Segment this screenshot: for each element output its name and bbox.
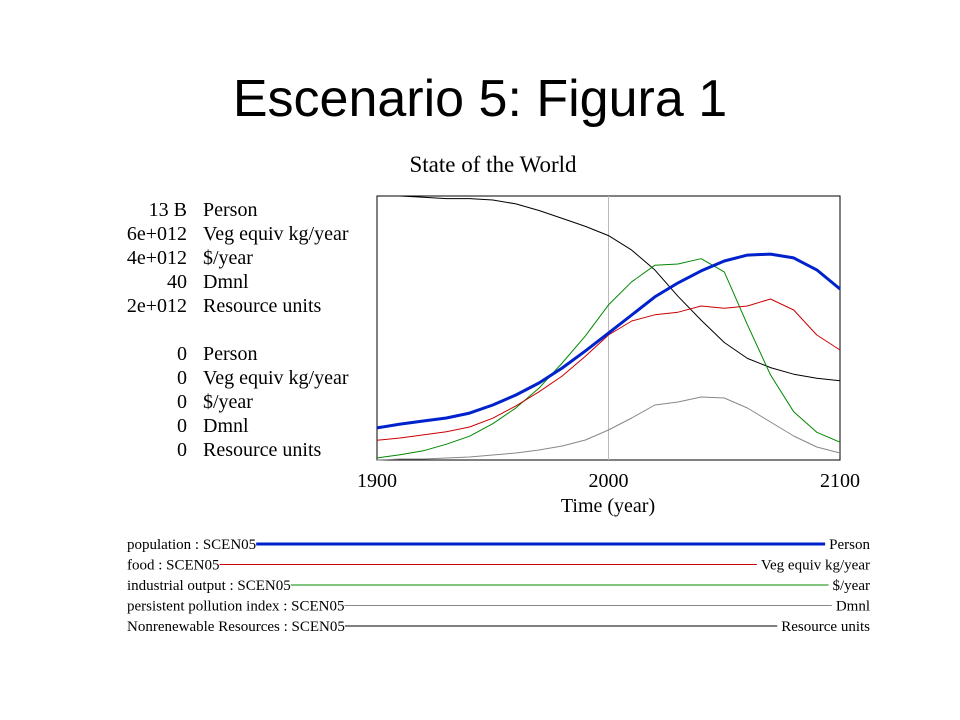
x-axis-label: Time (year) — [561, 495, 655, 517]
y-unit-label: $/year — [203, 391, 253, 413]
legend-name: persistent pollution index : SCEN05 — [127, 599, 345, 615]
series-line — [377, 195, 841, 382]
y-unit-label: Resource units — [203, 295, 322, 317]
y-unit-label: Veg equiv kg/year — [203, 223, 349, 245]
series-line — [376, 252, 841, 430]
y-unit-label: Resource units — [203, 439, 322, 461]
series-line — [376, 396, 841, 461]
y-tick-label: 0 — [177, 367, 187, 389]
y-tick-label: 0 — [177, 415, 187, 437]
y-unit-label: Person — [203, 343, 257, 365]
legend-unit: $/year — [833, 578, 870, 594]
legend-unit: Dmnl — [836, 599, 870, 615]
y-unit-label: Person — [203, 199, 257, 221]
legend-name: Nonrenewable Resources : SCEN05 — [127, 619, 345, 635]
y-unit-label: Veg equiv kg/year — [203, 367, 349, 389]
y-tick-label: 0 — [177, 343, 187, 365]
chart-title: State of the World — [410, 152, 577, 177]
legend-unit: Veg equiv kg/year — [761, 558, 870, 574]
y-tick-label: 4e+012 — [127, 247, 187, 269]
y-tick-label: 2e+012 — [127, 295, 187, 317]
x-tick-label: 1900 — [357, 470, 397, 492]
y-unit-label: $/year — [203, 247, 253, 269]
y-tick-label: 13 B — [149, 199, 187, 221]
legend-unit: Person — [829, 537, 870, 553]
legend-name: industrial output : SCEN05 — [127, 578, 291, 594]
y-tick-label: 40 — [167, 271, 187, 293]
x-tick-label: 2100 — [820, 470, 860, 492]
y-tick-label: 0 — [177, 391, 187, 413]
y-tick-label: 0 — [177, 439, 187, 461]
x-tick-label: 2000 — [589, 470, 629, 492]
y-unit-label: Dmnl — [203, 415, 249, 437]
series-line — [376, 258, 841, 459]
legend-name: food : SCEN05 — [127, 558, 220, 574]
slide-title: Escenario 5: Figura 1 — [233, 70, 727, 128]
y-unit-label: Dmnl — [203, 271, 249, 293]
legend-unit: Resource units — [781, 619, 870, 635]
y-tick-label: 6e+012 — [127, 223, 187, 245]
legend-name: population : SCEN05 — [127, 537, 256, 553]
series-line — [376, 298, 841, 441]
